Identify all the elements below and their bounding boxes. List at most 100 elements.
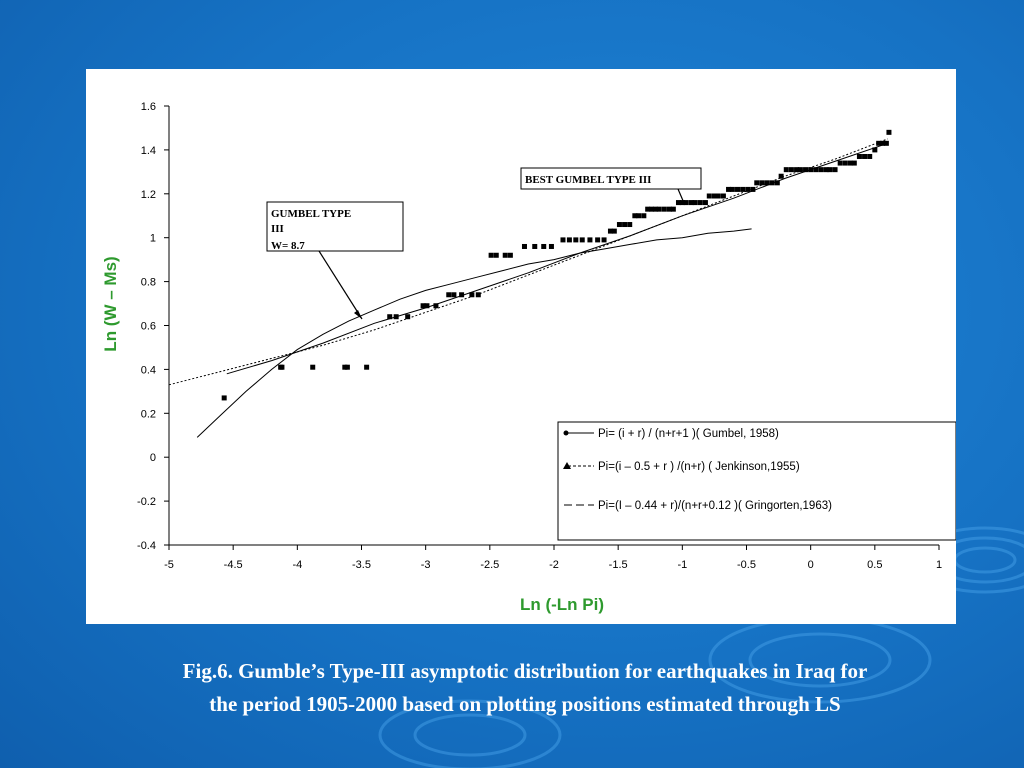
x-tick-label: -2 [549, 559, 559, 571]
data-point [769, 180, 775, 186]
data-point [702, 200, 708, 206]
data-point [475, 292, 481, 298]
data-point [342, 364, 348, 370]
y-tick-label: 1 [150, 233, 156, 245]
x-tick-label: 0.5 [867, 559, 882, 571]
data-point [616, 222, 622, 228]
data-point [813, 167, 819, 173]
data-point [745, 186, 751, 192]
data-point [883, 140, 889, 146]
data-point [778, 173, 784, 179]
data-point [711, 193, 717, 199]
data-point [387, 314, 393, 320]
data-point [641, 213, 647, 219]
data-point [750, 186, 756, 192]
caption-line-2: the period 1905-2000 based on plotting p… [209, 692, 841, 716]
data-point [856, 153, 862, 159]
data-point [652, 206, 658, 212]
data-point [573, 237, 579, 243]
y-tick-label: 0.8 [141, 277, 156, 289]
data-point [488, 252, 494, 258]
annotation-line-2: III [271, 223, 284, 235]
data-point [740, 186, 746, 192]
data-point [661, 206, 667, 212]
data-point [886, 129, 892, 135]
y-tick-label: 1.2 [141, 189, 156, 201]
data-point [670, 206, 676, 212]
data-point [566, 237, 572, 243]
x-tick-label: -2.5 [480, 559, 499, 571]
data-point [797, 167, 803, 173]
data-point [405, 314, 411, 320]
data-point [679, 200, 685, 206]
data-point [808, 167, 814, 173]
data-point [459, 292, 465, 298]
data-point [715, 193, 721, 199]
data-point [675, 200, 681, 206]
best-fit-annotation: BEST GUMBEL TYPE III [520, 167, 702, 204]
data-point [433, 303, 439, 309]
data-point [818, 167, 824, 173]
data-point [783, 167, 789, 173]
data-point [493, 252, 499, 258]
data-point [595, 237, 601, 243]
x-tick-label: -4.5 [224, 559, 243, 571]
data-point [420, 303, 426, 309]
data-point [649, 206, 655, 212]
y-tick-label: 0.6 [141, 321, 156, 333]
legend-entry-gumbel: Pi= (i + r) / (n+r+1 )( Gumbel, 1958) [563, 428, 779, 440]
data-point [688, 200, 694, 206]
data-point [424, 303, 430, 309]
data-point [794, 167, 800, 173]
legend-entry-jenkinson: Pi=(i – 0.5 + r ) /(n+r) ( Jenkinson,195… [563, 461, 800, 473]
data-point [632, 213, 638, 219]
data-point [876, 140, 882, 146]
data-point [451, 292, 457, 298]
x-tick-label: -3.5 [352, 559, 371, 571]
data-point [692, 200, 698, 206]
data-point [764, 180, 770, 186]
best-fit-label: BEST GUMBEL TYPE III [525, 174, 651, 186]
x-tick-label: 1 [936, 559, 942, 571]
legend-entry-gringorten: Pi=(I – 0.44 + r)/(n+r+0.12 )( Gringorte… [564, 500, 832, 512]
fitted-curve-1 [196, 228, 752, 438]
data-point [867, 153, 873, 159]
data-point [532, 243, 538, 249]
legend-label-jenkinson: Pi=(i – 0.5 + r ) /(n+r) ( Jenkinson,195… [598, 461, 800, 473]
x-tick-label: -5 [164, 559, 174, 571]
data-point [729, 186, 735, 192]
data-point [656, 206, 662, 212]
data-point [579, 237, 585, 243]
data-point [502, 252, 508, 258]
data-point [667, 206, 672, 212]
legend-label-gringorten: Pi=(I – 0.44 + r)/(n+r+0.12 )( Gringorte… [598, 500, 832, 512]
y-tick-label: 1.4 [141, 145, 156, 157]
data-point [310, 364, 316, 370]
data-point [735, 186, 741, 192]
data-point [683, 200, 689, 206]
data-point [706, 193, 712, 199]
data-point [880, 140, 886, 146]
chart-axes [164, 105, 940, 550]
x-tick-label: -1.5 [609, 559, 628, 571]
data-point [726, 186, 732, 192]
tick-labels: -5 -4.5 -4 -3.5 -3 -2.5 -2 -1.5 -1 -0.5 0 0.5 1 1.6 1.… [137, 101, 942, 571]
data-point [636, 213, 642, 219]
data-point [774, 180, 780, 186]
chart-panel: -5 -4.5 -4 -3.5 -3 -2.5 -2 -1.5 -1 -0.5 0 0.5 1 1.6 1.… [86, 69, 956, 624]
legend-label-gumbel: Pi= (i + r) / (n+r+1 )( Gumbel, 1958) [598, 428, 779, 440]
y-tick-label: -0.4 [137, 540, 156, 552]
observed-points [221, 129, 892, 401]
data-point [601, 237, 607, 243]
data-point [607, 228, 613, 234]
data-point [446, 292, 452, 298]
x-tick-label: -4 [292, 559, 302, 571]
data-point [469, 292, 475, 298]
data-point [541, 243, 547, 249]
annotation-line-3: W= 8.7 [271, 240, 305, 252]
x-tick-label: 0 [808, 559, 814, 571]
data-point [872, 147, 878, 153]
data-point [279, 364, 285, 370]
data-point [862, 153, 868, 159]
gumbel-type-annotation: GUMBEL TYPE III W= 8.7 [266, 201, 404, 320]
